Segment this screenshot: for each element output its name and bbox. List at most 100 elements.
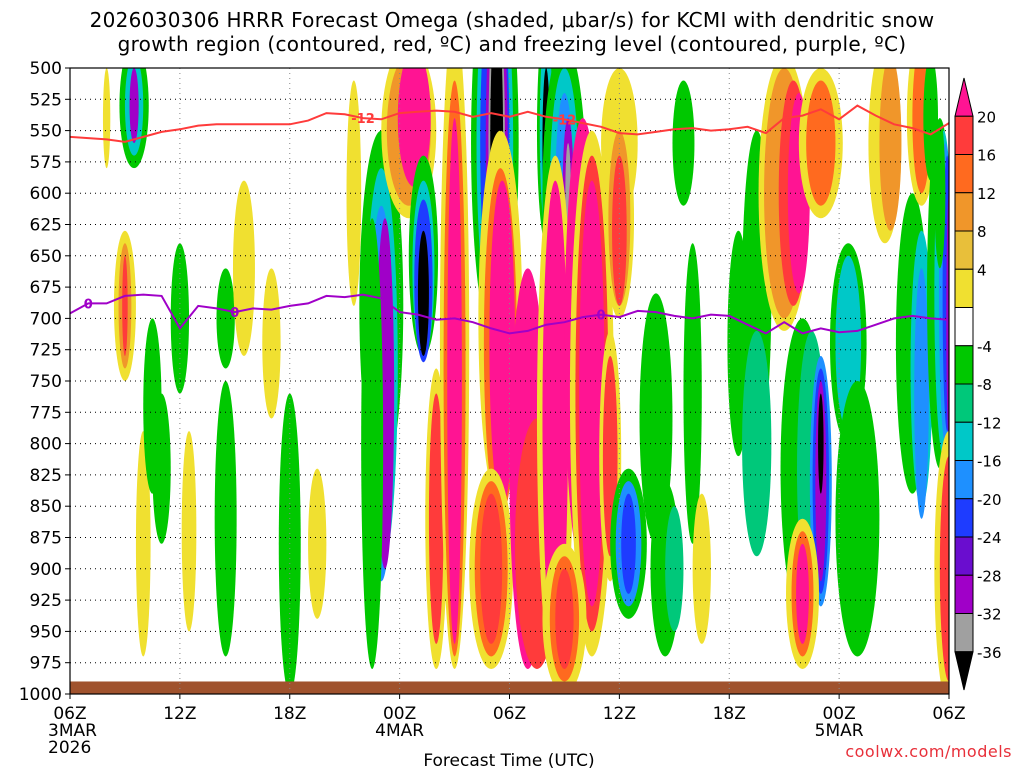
- omega-contour-blob: [914, 268, 929, 519]
- y-tick-label: 525: [30, 90, 62, 110]
- colorbar-label: -16: [977, 453, 1002, 471]
- omega-contour-blob: [152, 393, 171, 544]
- y-tick-label: 825: [30, 466, 62, 486]
- colorbar-top-arrow: [954, 77, 974, 117]
- y-tick-label: 775: [30, 403, 62, 423]
- chart-title-line1: 2026030306 HRRR Forecast Omega (shaded, …: [89, 8, 935, 32]
- omega-contour-blob: [639, 293, 673, 544]
- omega-contour-blob: [346, 80, 362, 306]
- omega-contour-blob: [934, 118, 946, 269]
- contour-lines: -12 -12 0 0 0: [70, 104, 949, 335]
- x-tick-label: 18Z: [713, 704, 746, 724]
- omega-contour-blob: [742, 330, 772, 557]
- y-tick-label: 1000: [19, 685, 62, 705]
- x-tick-label: 00Z: [383, 704, 416, 724]
- colorbar-swatch: [954, 536, 974, 576]
- x-tick-label: 06Z: [53, 704, 86, 724]
- x-date-label: 5MAR: [815, 721, 864, 741]
- x-tick-label: 06Z: [493, 704, 526, 724]
- colorbar-swatch: [954, 574, 974, 614]
- colorbar-label: -12: [977, 414, 1002, 432]
- y-tick-label: 725: [30, 341, 62, 361]
- colorbar-label: -20: [977, 491, 1002, 509]
- y-tick-label: 675: [30, 278, 62, 298]
- colorbar-bottom-arrow: [954, 651, 974, 691]
- y-tick-label: 625: [30, 216, 62, 236]
- omega-contour-blob: [262, 268, 281, 419]
- site-credit: coolwx.com/models: [845, 742, 1012, 761]
- y-tick-label: 750: [30, 372, 62, 392]
- omega-contour-blob: [417, 230, 429, 356]
- colorbar-label: -28: [977, 567, 1002, 585]
- x-tick-label: 12Z: [163, 704, 196, 724]
- colorbar-swatch: [954, 498, 974, 538]
- ground-strip: [70, 681, 949, 694]
- x-axis-label: Forecast Time (UTC): [423, 751, 594, 768]
- omega-contour-blob: [129, 68, 139, 144]
- omega-contour-blob: [214, 380, 237, 657]
- colorbar-label: 16: [977, 147, 996, 165]
- omega-contour-blob: [489, 180, 515, 507]
- y-tick-label: 900: [30, 560, 62, 580]
- colorbar-label: -36: [977, 644, 1002, 662]
- freezing-level-contour: [70, 293, 949, 335]
- colorbar-label: -8: [977, 376, 992, 394]
- x-tick-label: 06Z: [932, 704, 965, 724]
- contour-label: 0: [230, 306, 239, 321]
- colorbar-label: -32: [977, 606, 1002, 624]
- omega-contour-blob: [308, 468, 327, 619]
- y-tick-label: 500: [30, 59, 62, 79]
- y-tick-label: 850: [30, 497, 62, 517]
- omega-contour-blob: [672, 80, 695, 206]
- y-tick-label: 550: [30, 122, 62, 142]
- chart-title-line2: growth region (contoured, red, ºC) and f…: [117, 32, 907, 56]
- omega-contour-blob: [796, 543, 809, 644]
- y-tick-label: 650: [30, 247, 62, 267]
- y-tick-label: 600: [30, 184, 62, 204]
- omega-contour-blob: [181, 431, 197, 632]
- omega-contour-blob: [879, 68, 902, 231]
- colorbar-label: 20: [977, 108, 996, 126]
- omega-contour-blob: [665, 506, 684, 632]
- x-tick-label: 00Z: [822, 704, 855, 724]
- omega-contour-blob: [480, 493, 503, 644]
- omega-contour-blob: [923, 68, 939, 181]
- x-date-label: 3MAR: [48, 721, 97, 741]
- colorbar-label: 12: [977, 185, 996, 203]
- omega-shading: [102, 68, 949, 694]
- colorbar-label: -24: [977, 529, 1002, 547]
- omega-contour-blob: [542, 180, 569, 657]
- colorbar-swatch: [954, 421, 974, 461]
- omega-contour-blob: [621, 493, 636, 594]
- omega-contour-blob: [232, 180, 255, 356]
- omega-contour-blob: [939, 456, 949, 682]
- contour-label: -12: [351, 112, 375, 127]
- omega-contour-blob: [692, 493, 711, 644]
- y-tick-label: 575: [30, 153, 62, 173]
- dgz-minus12-contour: [70, 104, 949, 143]
- omega-contour-blob: [428, 393, 444, 644]
- colorbar-swatch: [954, 192, 974, 232]
- ground-layer: [70, 681, 949, 694]
- omega-contour-blob: [102, 68, 111, 169]
- omega-contour-blob: [946, 193, 949, 444]
- colorbar-swatch: [954, 230, 974, 270]
- omega-contour-blob: [122, 255, 128, 356]
- x-tick-label: 12Z: [603, 704, 636, 724]
- contour-label: -12: [553, 113, 577, 128]
- omega-contour-blob: [835, 380, 880, 657]
- omega-contour-blob: [555, 568, 574, 669]
- colorbar-swatch: [954, 307, 974, 347]
- y-axis: 500 525 550 575 600 625 650 675 700 725 750 775 800 8…: [19, 59, 70, 705]
- x-year-label: 2026: [48, 738, 91, 758]
- omega-contour-blob: [135, 431, 151, 657]
- colorbar-label: 8: [977, 223, 987, 241]
- y-tick-label: 800: [30, 435, 62, 455]
- y-tick-label: 875: [30, 529, 62, 549]
- colorbar-swatch: [954, 613, 974, 653]
- x-date-label: 4MAR: [375, 721, 424, 741]
- colorbar-label: -4: [977, 338, 992, 356]
- omega-contour-blob: [447, 118, 462, 644]
